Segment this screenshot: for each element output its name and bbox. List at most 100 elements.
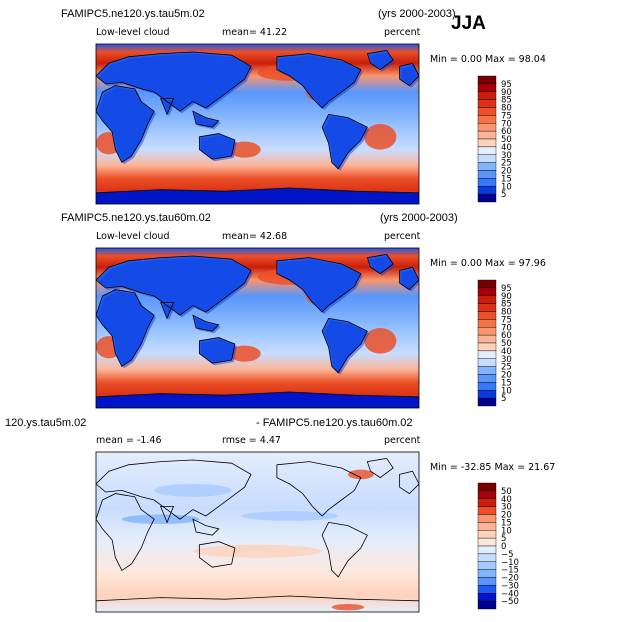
coastline-africa <box>96 289 155 367</box>
colorbar-tick-label: 0 <box>501 542 506 552</box>
colorbar-box <box>477 295 497 304</box>
colorbar-tick-label: −40 <box>501 589 519 599</box>
land-antarctica <box>96 392 419 408</box>
colorbar-box <box>477 83 497 92</box>
coastline-eurasia <box>96 51 252 112</box>
colorbar-tick-label: 75 <box>501 111 512 121</box>
colorbar-box <box>477 545 497 555</box>
colorbar-tick-label: −10 <box>501 558 519 568</box>
coastline-australia <box>198 133 236 160</box>
colorbar-box <box>477 279 497 289</box>
colorbar-tick-label: 85 <box>501 96 512 106</box>
diff-patch <box>192 544 323 558</box>
colorbar-tick-label: 40 <box>501 143 512 153</box>
coastline-india <box>160 505 175 524</box>
coastline-seasia <box>192 110 220 128</box>
colorbar-box <box>477 358 497 367</box>
colorbar-tick-label: −20 <box>501 574 519 584</box>
colorbar-tick-label: 60 <box>501 331 512 341</box>
coastline-antarctica <box>96 187 419 194</box>
panel3-minmax: Min = -32.85 Max = 21.67 <box>430 462 556 473</box>
land-core-namerica <box>278 55 363 110</box>
colorbar-box <box>477 193 497 203</box>
colorbar-tick-label: 40 <box>501 347 512 357</box>
colorbar-tick-label: 10 <box>501 386 512 396</box>
panel3-mean: mean = -1.46 <box>96 435 162 446</box>
colorbar-box <box>477 553 497 562</box>
panel2-map <box>96 248 419 408</box>
land-core-australia <box>201 135 237 162</box>
coastline-africa <box>96 493 155 571</box>
coastline-samerica <box>321 317 368 374</box>
panel2-header-right: (yrs 2000-2003) <box>380 212 458 224</box>
colorbar-box <box>477 506 497 515</box>
panel1-mean: mean= 41.22 <box>222 27 288 38</box>
coastline-europe <box>399 470 419 495</box>
colorbar-box <box>477 91 497 100</box>
colorbar-box <box>477 561 497 570</box>
season-label: JJA <box>451 13 486 34</box>
diff-patch <box>121 514 200 524</box>
colorbar-box <box>477 319 497 328</box>
colorbar-box <box>477 311 497 320</box>
colorbar-box <box>477 107 497 116</box>
colorbar-tick-label: 15 <box>501 518 512 528</box>
colorbar-box <box>477 374 497 383</box>
colorbar-tick-label: 95 <box>501 80 512 90</box>
colorbar-box <box>477 162 497 171</box>
panel3-header-left: 120.ys.tau5m.02 <box>5 417 87 429</box>
colorbar-tick-label: 50 <box>501 135 512 145</box>
panel2-mean: mean= 42.68 <box>222 231 288 242</box>
coastline-antarctica <box>96 595 419 602</box>
panel2-units: percent <box>384 231 421 242</box>
colorbar-box <box>477 154 497 163</box>
colorbar-tick-label: 75 <box>501 315 512 325</box>
colorbar-tick-label: −5 <box>501 550 514 560</box>
colorbar-tick-label: 5 <box>501 534 506 544</box>
colorbar-box <box>477 530 497 539</box>
panel1-minmax: Min = 0.00 Max = 98.04 <box>430 54 546 65</box>
diff-patch <box>241 511 339 521</box>
colorbar-box <box>477 350 497 359</box>
land-core-samerica <box>324 320 370 375</box>
colorbar-tick-label: 5 <box>501 394 506 404</box>
colorbar-box <box>477 342 497 352</box>
colorbar-box <box>477 482 497 492</box>
land-core-europe <box>401 65 419 88</box>
coastline-australia <box>198 337 236 364</box>
colorbar-tick-label: 90 <box>501 88 512 98</box>
colorbar-box <box>477 75 497 85</box>
colorbar-box <box>477 585 497 594</box>
coastline-namerica <box>276 53 362 109</box>
colorbar-tick-label: 15 <box>501 174 512 184</box>
colorbar-tick-label: −50 <box>501 597 519 607</box>
colorbar-tick-label: 50 <box>501 339 512 349</box>
colorbar-tick-label: 5 <box>501 190 506 200</box>
coastline-eurasia <box>96 459 252 520</box>
colorbar-tick-label: 30 <box>501 355 512 365</box>
colorbar-tick-label: 40 <box>501 495 512 505</box>
panel1-map <box>96 44 419 204</box>
cloud-deck <box>228 141 261 158</box>
colorbar-box <box>477 537 497 547</box>
coastline-africa <box>96 85 155 163</box>
colorbar-tick-label: 20 <box>501 371 512 381</box>
diff-patch <box>331 604 365 611</box>
panel2-header-left: FAMIPC5.ne120.ys.tau60m.02 <box>61 212 211 224</box>
land-core-eurasia <box>98 258 254 318</box>
colorbar-tick-label: 95 <box>501 284 512 294</box>
land-core-africa <box>98 291 157 369</box>
colorbar-box <box>477 600 497 610</box>
panel3-map-frame <box>95 451 420 613</box>
colorbar-box <box>477 327 497 336</box>
colorbar-tick-label: 90 <box>501 292 512 302</box>
coastline-namerica <box>276 257 362 313</box>
panel3-map <box>96 452 419 612</box>
cloud-deck <box>364 328 397 354</box>
coastline-greenland <box>366 253 394 275</box>
coastline-samerica <box>321 521 368 578</box>
colorbar-tick-label: 60 <box>501 127 512 137</box>
